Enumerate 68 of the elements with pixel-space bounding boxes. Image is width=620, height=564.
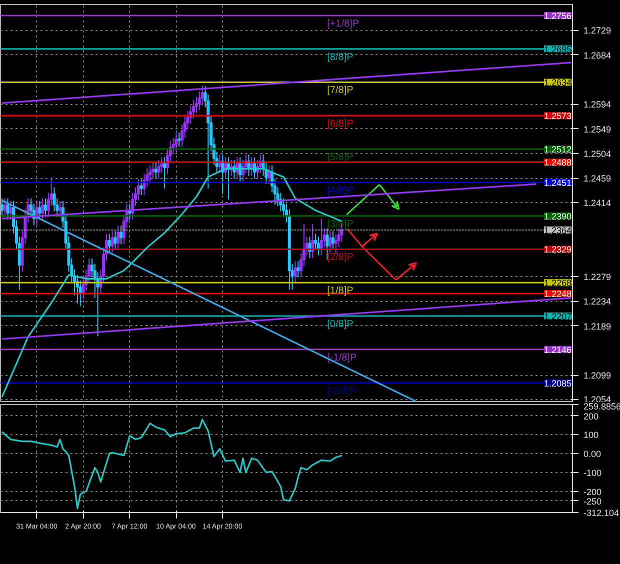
annotation: 1.2390: [544, 211, 572, 222]
ref-line-label: [2/8]P: [327, 252, 354, 264]
candlestick: [108, 233, 111, 253]
y-tick-label: 1.2099: [584, 370, 612, 381]
annotation: 1.2756: [544, 10, 572, 21]
candlestick: [163, 156, 166, 189]
candlestick: [116, 225, 120, 250]
line-series: [1, 418, 342, 510]
y-tick-label: 1.2504: [584, 148, 612, 159]
y-tick-label: 1.2729: [584, 26, 612, 36]
annotation: 1.2085: [544, 378, 572, 388]
ref-line-label: [6/8]P: [327, 118, 354, 130]
annotation: 1.2207: [544, 312, 572, 322]
ref-line-label: [-2/8]P: [327, 386, 357, 397]
candlestick: [320, 218, 323, 256]
y-tick-label: 0.00: [584, 449, 602, 460]
candlestick: [140, 178, 143, 196]
y-tick-label: -200: [584, 486, 602, 497]
candlestick: [0, 198, 4, 218]
y-tick-label: 1.2594: [584, 100, 612, 110]
candlestick: [174, 132, 178, 152]
y-tick-label: 200: [584, 411, 599, 422]
y-tick-label: 1.2234: [584, 296, 612, 307]
annotation: 1.2573: [544, 111, 572, 122]
ref-line-label: [-1/8]P: [327, 352, 357, 364]
y-tick-label: 1.2459: [584, 174, 612, 184]
candlestick: [328, 230, 332, 253]
annotation: 1.2451: [544, 178, 572, 188]
y-tick-label: -250: [584, 496, 602, 506]
annotation: 1.2364: [544, 226, 572, 236]
y-tick-label: 1.2684: [584, 50, 612, 60]
candlestick: [331, 230, 334, 250]
candlestick: [119, 225, 123, 245]
y-tick-label: -312.104: [584, 508, 620, 518]
annotation: 1.2634: [544, 78, 572, 88]
ref-line-label: [8/8]P: [327, 52, 354, 63]
ref-line-label: [7/8]P: [327, 85, 354, 96]
annotation: 1.2268: [544, 278, 572, 288]
y-tick-label: 1.2549: [584, 124, 612, 134]
candlestick: [44, 198, 48, 218]
annotation: 1.2512: [544, 144, 572, 155]
annotation: 1.2329: [544, 244, 572, 255]
candlestick: [316, 236, 320, 256]
candlestick: [110, 230, 114, 253]
y-tick-label: -100: [584, 468, 602, 478]
annotation: 1.2146: [544, 344, 572, 355]
ref-line-label: [0/8]P: [327, 319, 354, 330]
annotation: 1.2488: [544, 158, 572, 168]
candlestick: [268, 164, 271, 185]
candlestick: [296, 260, 300, 278]
y-tick-label: 1.2279: [584, 272, 612, 282]
y-tick-label: 1.2414: [584, 198, 612, 208]
candlestick: [114, 230, 117, 250]
ref-line-label: [+1/8]P: [327, 18, 360, 30]
annotation: 1.2695: [544, 44, 572, 54]
candlestick: [38, 200, 42, 220]
candlestick: [178, 132, 181, 148]
annotation: 1.2248: [544, 289, 572, 300]
ref-line-label: [4/8]P: [327, 185, 354, 196]
candlestick: [6, 198, 10, 220]
y-tick-label: 1.2189: [584, 321, 612, 332]
candlestick: [294, 260, 297, 284]
candlestick: [151, 162, 154, 180]
ref-line-label: [3/8]P: [327, 218, 354, 230]
ref-line-label: [5/8]P: [327, 152, 354, 164]
y-tick-label: 100: [584, 430, 599, 440]
candlestick: [326, 228, 329, 260]
candlestick: [157, 159, 160, 180]
